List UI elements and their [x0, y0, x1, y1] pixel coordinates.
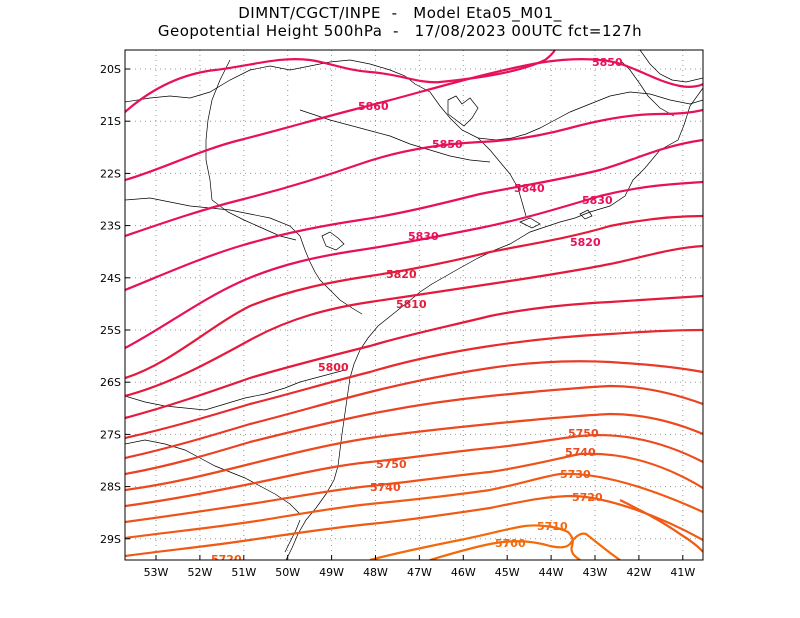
contour-5820a: [125, 180, 703, 349]
contour-5750: [125, 433, 703, 508]
contour-5710: [369, 524, 581, 560]
contour-label: 5720: [211, 553, 242, 566]
contour-label: 5850: [432, 138, 463, 151]
x-tick-label: 45W: [495, 566, 520, 579]
y-tick-label: 27S: [100, 428, 121, 441]
contour-5840: [125, 108, 703, 238]
border-sp-interior: [211, 199, 297, 241]
border-mg-rj: [414, 83, 703, 141]
y-tick-label: 26S: [100, 376, 121, 389]
x-tick-label: 44W: [539, 566, 564, 579]
contour-5730: [125, 472, 703, 540]
x-tick-label: 43W: [583, 566, 608, 579]
border-sp-mg-inner: [299, 109, 491, 163]
ilha-grande: [519, 217, 541, 229]
contour-label: 5840: [514, 182, 545, 195]
x-tick-label: 49W: [319, 566, 344, 579]
contour-label: 5740: [370, 481, 401, 494]
map-title-line2: Geopotential Height 500hPa - 17/08/2023 …: [157, 22, 643, 40]
contour-label: 5740: [565, 446, 596, 459]
graticule-grid: [125, 50, 703, 560]
x-tick-label: 48W: [363, 566, 388, 579]
contour-label: 5800: [318, 361, 349, 374]
ilha-sao-sebastiao: [579, 209, 593, 220]
furnas-lake: [447, 95, 479, 127]
contour-5790: [125, 328, 703, 440]
y-tick-label: 20S: [100, 63, 121, 76]
border-mg-sp: [125, 59, 416, 103]
contour-5830: [125, 138, 703, 292]
y-tick-label: 29S: [100, 533, 121, 546]
contour-label: 5750: [376, 458, 407, 471]
contour-labels: 5850 5860 5850 5840 5830 5830 5820 5820 …: [211, 56, 623, 566]
contour-5850: [125, 58, 703, 182]
contour-label: 5860: [358, 100, 389, 113]
map-title-line1: DIMNT/CGCT/INPE - Model Eta05_M01_: [238, 4, 562, 22]
small-lake: [321, 231, 345, 251]
contour-label: 5810: [396, 298, 427, 311]
contour-5770: [125, 384, 703, 476]
contour-label: 5820: [570, 236, 601, 249]
border-sp-rj: [477, 137, 527, 217]
y-tick-label: 24S: [100, 272, 121, 285]
x-tick-label: 42W: [626, 566, 651, 579]
border-sc-rs: [125, 439, 301, 515]
x-tick-label: 47W: [407, 566, 432, 579]
contour-label: 5850: [592, 56, 623, 69]
x-tick-label: 51W: [231, 566, 256, 579]
y-tick-label: 22S: [100, 167, 121, 180]
map-plot-area: 5850 5860 5850 5840 5830 5830 5820 5820 …: [125, 50, 703, 566]
border-mg-es: [619, 59, 675, 117]
lagoa-dos-patos: [284, 519, 301, 553]
contour-label: 5700: [495, 537, 526, 550]
geopotential-contours: [125, 50, 703, 560]
contour-label: 5830: [408, 230, 439, 243]
map-frame: [124, 49, 704, 561]
y-tick-label: 21S: [100, 115, 121, 128]
border-pr-sc: [125, 369, 346, 411]
y-tick-label: 23S: [100, 220, 121, 233]
contour-label: 5710: [537, 520, 568, 533]
x-tick-label: 46W: [451, 566, 476, 579]
contour-5720b: [619, 499, 703, 553]
contour-5720: [125, 494, 703, 558]
x-tick-label: 41W: [670, 566, 695, 579]
y-tick-label: 28S: [100, 481, 121, 494]
contour-5760: [125, 412, 703, 492]
contour-label: 5750: [568, 427, 599, 440]
contour-5740: [125, 452, 703, 524]
contour-5820b: [125, 214, 703, 380]
contour-5800: [125, 294, 703, 420]
y-axis: 20S 21S 22S 23S 24S 25S 26S 27S 28S 29S: [100, 63, 130, 546]
contour-label: 5830: [582, 194, 613, 207]
contour-5700: [429, 532, 621, 560]
x-tick-label: 53W: [144, 566, 169, 579]
y-tick-label: 25S: [100, 324, 121, 337]
contour-5860: [125, 50, 557, 113]
contour-label: 5730: [560, 468, 591, 481]
x-tick-label: 50W: [275, 566, 300, 579]
contour-label: 5820: [386, 268, 417, 281]
border-top-right: [639, 50, 703, 83]
contour-5810: [125, 244, 703, 398]
contour-label: 5720: [572, 491, 603, 504]
x-tick-label: 52W: [187, 566, 212, 579]
border-ms-mt: [205, 59, 231, 201]
x-axis: 53W 52W 51W 50W 49W 48W 47W 46W 45W 44W 43W 42W 41W: [144, 555, 695, 579]
contour-5780: [125, 360, 703, 460]
